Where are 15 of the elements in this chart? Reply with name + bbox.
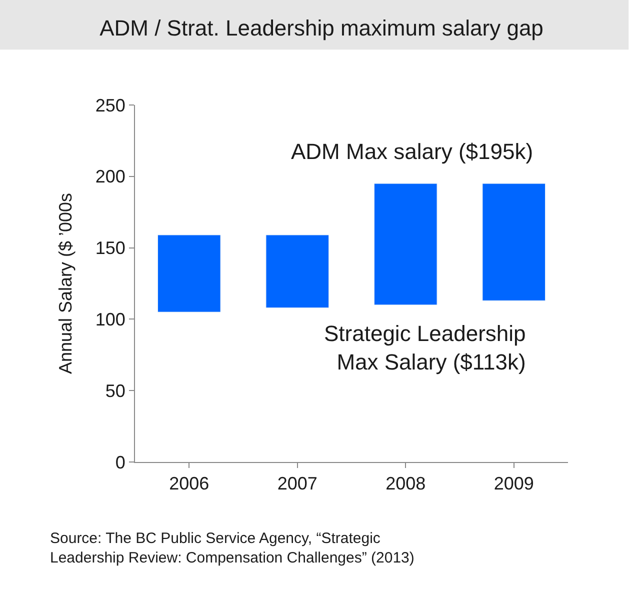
y-tick-label: 0 bbox=[115, 452, 126, 472]
y-axis-title: Annual Salary ($ ’000s bbox=[56, 192, 76, 374]
x-tick-label: 2006 bbox=[169, 474, 210, 494]
y-tick-label: 200 bbox=[95, 166, 126, 187]
x-tick-label: 2009 bbox=[494, 474, 534, 494]
x-tick-label: 2007 bbox=[277, 474, 318, 494]
y-tick-label: 150 bbox=[95, 238, 126, 258]
y-tick-label: 100 bbox=[95, 310, 126, 330]
source-note: Source: The BC Public Service Agency, “Strategic Leadership Review: Compensation Challenges” (2013) bbox=[50, 530, 414, 566]
y-tick-label: 50 bbox=[105, 380, 126, 401]
annotation: Strategic Leadership Max Salary ($113k) bbox=[324, 321, 526, 375]
x-tick-label: 2008 bbox=[386, 474, 426, 494]
chart-title: ADM / Strat. Leadership maximum salary gap bbox=[100, 15, 544, 40]
annotation: ADM Max salary ($195k) bbox=[291, 139, 534, 164]
y-tick-label: 250 bbox=[95, 95, 126, 116]
